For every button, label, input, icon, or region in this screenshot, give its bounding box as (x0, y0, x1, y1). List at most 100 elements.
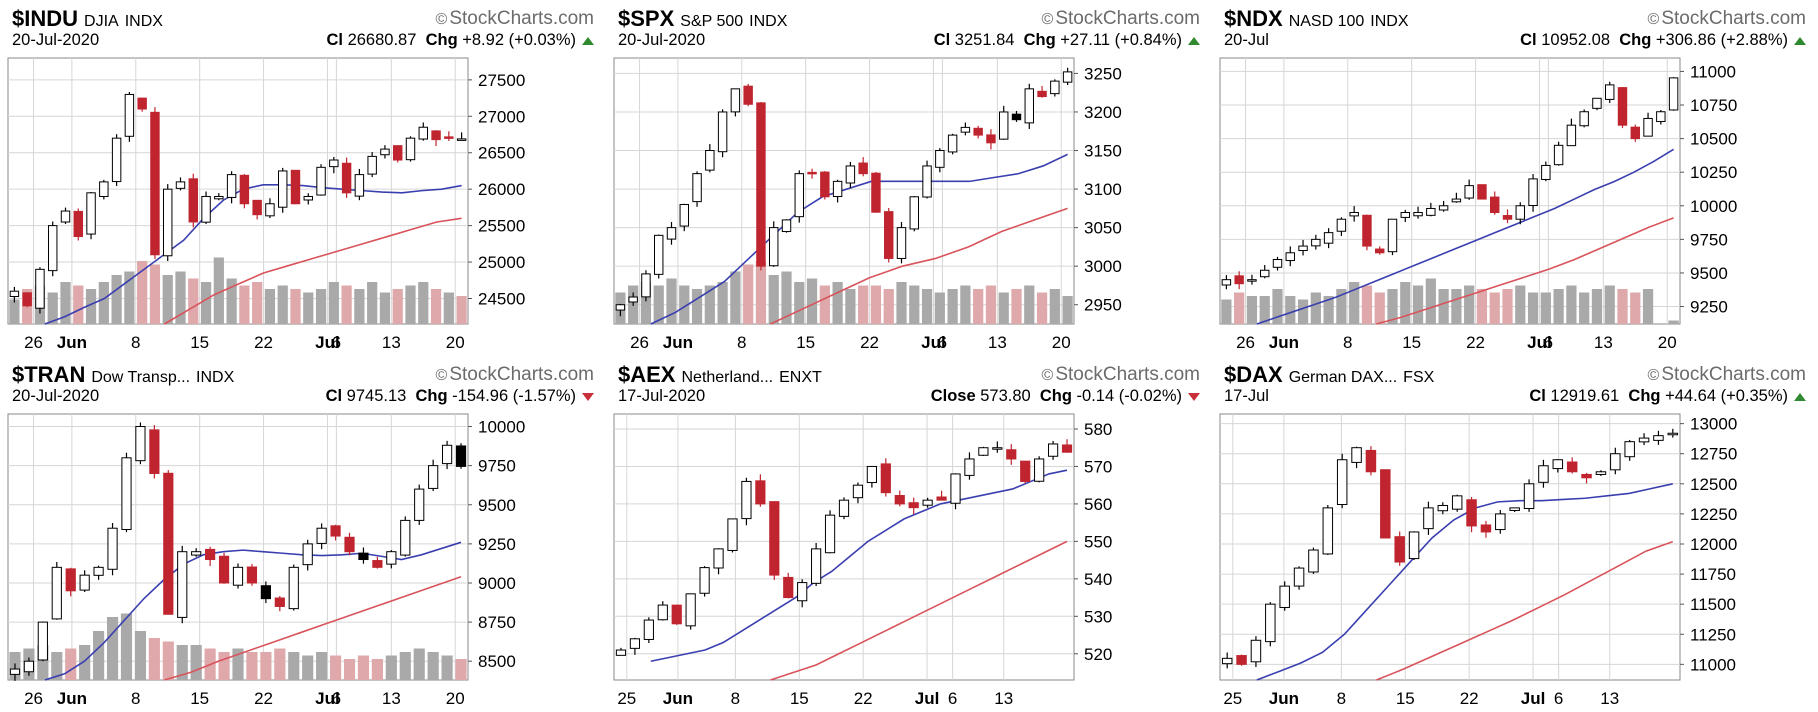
x-tick-label: Jul (1527, 333, 1552, 352)
watermark: © StockCharts.com (435, 8, 594, 29)
volume-bar (124, 271, 135, 324)
x-tick-label: 22 (1466, 333, 1485, 352)
volume-bar (315, 289, 327, 324)
volume-bar (303, 292, 314, 324)
chart-panel-tran[interactable]: $TRAN Dow Transp... INDX © StockCharts.com … (6, 356, 606, 712)
ma20-line (1256, 148, 1675, 325)
candle-body (1592, 97, 1602, 109)
volume-bar (1297, 299, 1309, 324)
candle-body (380, 148, 390, 156)
chart-panel-aex[interactable]: $AEX Netherland... ENXT © StockCharts.com 1… (612, 356, 1212, 712)
candle-body (48, 225, 58, 272)
x-tick-label: 6 (332, 689, 341, 708)
candle-body (428, 465, 439, 489)
chart-header: $TRAN Dow Transp... INDX © StockCharts.com … (12, 362, 600, 406)
candle-body (290, 169, 301, 205)
chart-panel-spx[interactable]: $SPX S&P 500 INDX © StockCharts.com 20-Jul-… (612, 0, 1212, 356)
volume-bar (290, 289, 301, 324)
volume-bar (960, 285, 971, 324)
x-tick-label: 22 (254, 689, 273, 708)
watermark: © StockCharts.com (435, 364, 594, 385)
candle-body (205, 548, 216, 561)
chart-quote-row: 20-Jul-2020 Cl 9745.13 Chg -154.96 (-1.5… (12, 387, 594, 407)
chart-date: 17-Jul (1224, 387, 1269, 405)
candle-body (191, 551, 202, 556)
chg-value: +8.92 (+0.03%) (462, 31, 576, 49)
volume-bar (47, 292, 58, 324)
candle-body (1020, 460, 1031, 482)
candle-body (1528, 178, 1538, 206)
chart-exchange: INDX (749, 13, 788, 30)
chart-symbol[interactable]: $NDX (1224, 6, 1283, 31)
chart-header: $DAX German DAX... FSX © StockCharts.com 17… (1224, 362, 1812, 406)
candle-body (866, 465, 877, 484)
volume-bar (37, 645, 49, 680)
candle-body (214, 195, 224, 200)
chart-quote: Cl 26680.87 Chg +8.92 (+0.03%) (326, 31, 594, 50)
chart-panel-ndx[interactable]: $NDX NASD 100 INDX © StockCharts.com 20-Jul… (1218, 0, 1818, 356)
candle-body (1630, 126, 1640, 140)
candle-body (37, 621, 48, 661)
y-tick-label: 26000 (478, 180, 525, 199)
chart-quote-row: 17-Jul-2020 Close 573.80 Chg -0.14 (-0.0… (618, 387, 1200, 407)
x-tick-label: 15 (1402, 333, 1421, 352)
y-tick-label: 12000 (1690, 535, 1737, 554)
close-value: 573.80 (980, 387, 1031, 405)
candle-body (330, 525, 341, 537)
candle-body (1495, 513, 1506, 531)
candle-body (1380, 469, 1391, 539)
volume-bar (1011, 289, 1022, 324)
x-tick-label: 15 (790, 689, 809, 708)
chart-svg: 11000 10750 10500 10250 10000 9750 9500 9250 26 J… (1219, 57, 1737, 352)
x-tick-label: 6 (1554, 689, 1563, 708)
candle-body (880, 463, 891, 494)
candle-body (1408, 531, 1420, 560)
chart-svg: 13000 12750 12500 12250 12000 11750 11500 11250… (1219, 413, 1737, 708)
volume-bar (418, 282, 429, 324)
volume-bar (60, 282, 71, 324)
ma50-line (770, 207, 1068, 325)
volume-bar (1579, 292, 1590, 324)
volume-bar (379, 292, 391, 324)
volume-bar (1591, 289, 1603, 324)
y-tick-label: 10750 (1690, 96, 1737, 115)
volume-bar (1374, 292, 1385, 324)
chart-panel-dax[interactable]: $DAX German DAX... FSX © StockCharts.com 17… (1218, 356, 1818, 712)
y-tick-label: 8750 (478, 613, 516, 632)
volume-bar (176, 645, 188, 680)
volume-bar (73, 285, 84, 324)
x-tick-label: 15 (190, 689, 209, 708)
volume-bar (190, 645, 202, 680)
candle-body (699, 567, 710, 594)
chart-symbol[interactable]: $DAX (1224, 362, 1283, 387)
chart-symbol[interactable]: $AEX (618, 362, 676, 387)
candle-body (643, 619, 654, 640)
volume-bar (371, 659, 383, 680)
volume-bar (175, 271, 186, 324)
candle-body (1638, 437, 1650, 443)
x-tick-label: 13 (1600, 689, 1619, 708)
x-tick-label: 26 (630, 333, 649, 352)
triangle-up-icon (582, 36, 594, 45)
volume-bar (1221, 299, 1232, 324)
ma50-line (770, 540, 1068, 681)
chart-symbol[interactable]: $INDU (12, 6, 79, 31)
candle-body (884, 211, 894, 259)
candle-body (1624, 441, 1635, 458)
volume-bar (730, 271, 741, 324)
candle-body (329, 159, 339, 168)
candle-body (950, 473, 961, 504)
chart-panel-indu[interactable]: $INDU DJIA INDX © StockCharts.com 20-Jul-20… (6, 0, 606, 356)
x-tick-label: 26 (24, 689, 43, 708)
chart-symbol[interactable]: $TRAN (12, 362, 86, 387)
x-tick-label: 22 (860, 333, 879, 352)
chart-symbol[interactable]: $SPX (618, 6, 675, 31)
volume-bar (111, 275, 122, 324)
y-tick-label: 580 (1084, 420, 1112, 439)
y-tick-label: 520 (1084, 645, 1112, 664)
chg-value: +44.64 (+0.35%) (1665, 387, 1788, 405)
volume-bar (1062, 296, 1073, 324)
candle-body (999, 111, 1009, 140)
volume-bar (768, 275, 779, 324)
candle-body (86, 192, 96, 235)
